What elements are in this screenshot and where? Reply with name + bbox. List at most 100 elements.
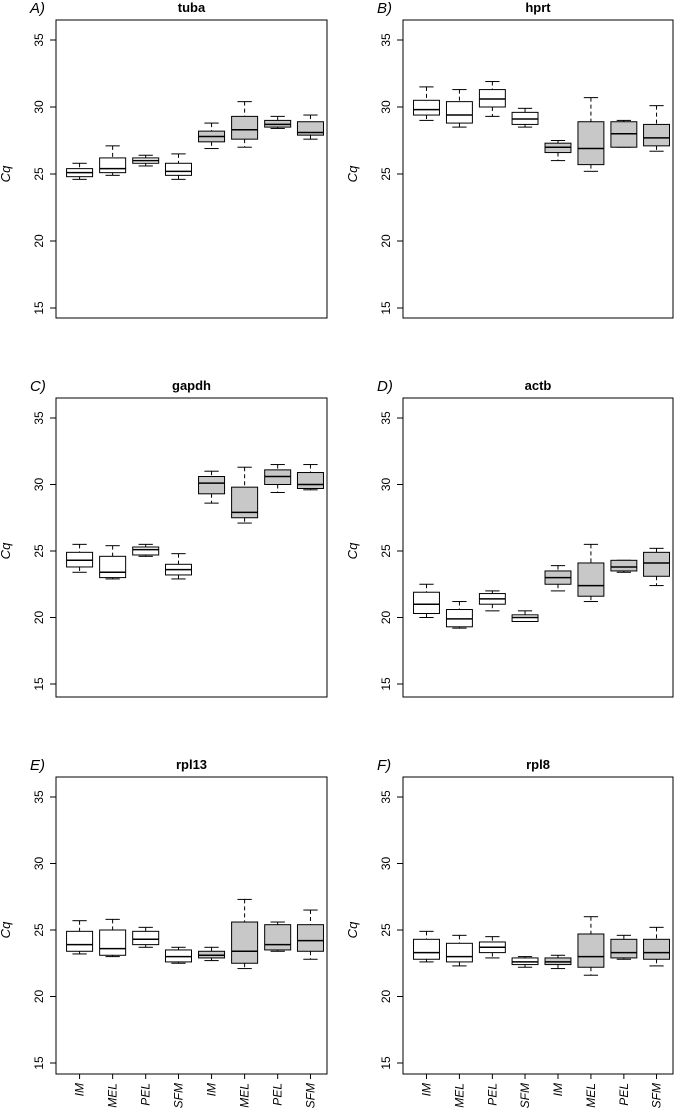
y-tick-label: 15 [379, 301, 393, 315]
x-tick-label: MEL [452, 1083, 466, 1108]
box-SFM [296, 472, 324, 489]
y-tick-label: 35 [379, 411, 393, 425]
x-tick-label: IM [73, 1083, 87, 1096]
box-SFM [643, 123, 670, 147]
y-tick-label: 15 [32, 301, 46, 315]
x-tick-label: SFM [303, 1083, 317, 1108]
panel-label: D) [377, 378, 393, 395]
x-tick-label: IM [419, 1083, 433, 1096]
panel-title: rpl13 [176, 757, 207, 772]
box-PEL [610, 938, 638, 959]
y-tick-label: 25 [379, 167, 393, 181]
x-tick-label: SFM [518, 1083, 532, 1108]
panel-title: hprt [525, 0, 551, 15]
box-SFM [164, 162, 192, 176]
panel-hprt: B) hprt Cq 15 20 25 30 35 [345, 0, 674, 319]
panel-label: A) [29, 0, 45, 17]
box-IM [66, 930, 94, 952]
box-SFM [643, 551, 670, 577]
box-PEL [132, 546, 160, 556]
y-tick-label: 15 [32, 1056, 46, 1070]
x-tick-label: PEL [271, 1083, 285, 1106]
panel-tuba: A) tuba Cq 15 20 25 30 35 [0, 0, 328, 319]
y-tick-label: 20 [32, 234, 46, 248]
y-tick-label: 20 [379, 990, 393, 1004]
y-tick-label: 15 [379, 1056, 393, 1070]
y-tick-label: 35 [32, 411, 46, 425]
panel-label: E) [30, 757, 45, 774]
panel-title: gapdh [172, 378, 211, 393]
x-tick-label: PEL [485, 1083, 499, 1106]
y-tick-label: 25 [379, 544, 393, 558]
x-tick-label: PEL [617, 1083, 631, 1106]
y-tick-label: 30 [32, 857, 46, 871]
plot-frame [402, 397, 674, 698]
box-MEL [577, 121, 605, 166]
y-tick-label: 30 [379, 478, 393, 492]
y-tick-label: 30 [379, 100, 393, 114]
box-PEL [132, 930, 160, 946]
x-tick-label: SFM [171, 1083, 185, 1108]
y-tick-label: 25 [32, 544, 46, 558]
x-tick-label: IM [551, 1083, 565, 1096]
x-tick-label: SFM [650, 1083, 664, 1108]
y-axis-label: Cq [0, 165, 13, 182]
plot-frame [55, 397, 328, 698]
box-MEL [99, 555, 127, 579]
y-tick-label: 25 [32, 167, 46, 181]
x-tick-label: MEL [238, 1083, 252, 1108]
box-SFM [643, 938, 670, 960]
box-MEL [99, 929, 127, 956]
box-SFM [296, 924, 324, 952]
panel-actb: D) actb Cq 15 20 25 30 35 [345, 378, 674, 698]
x-tick-label: IM [205, 1083, 219, 1096]
panel-title: rpl8 [526, 757, 550, 772]
panel-label: C) [30, 378, 46, 395]
y-axis-label: Cq [0, 921, 13, 938]
panel-label: B) [377, 0, 392, 17]
panel-rpl8: F) rpl8 Cq 15 20 25 30 35 IM MEL PEL SFM IM MEL PEL SFM [345, 757, 674, 1108]
box-MEL [577, 933, 605, 968]
box-IM [198, 476, 226, 495]
box-IM [413, 99, 440, 116]
panel-gapdh: C) gapdh Cq 15 20 25 30 35 [0, 378, 328, 698]
y-tick-label: 20 [379, 234, 393, 248]
plot-frame [55, 776, 328, 1075]
y-tick-label: 30 [379, 857, 393, 871]
y-tick-label: 35 [32, 33, 46, 47]
y-tick-label: 30 [32, 100, 46, 114]
y-tick-label: 20 [32, 611, 46, 625]
y-axis-label: Cq [0, 542, 13, 559]
box-IM [413, 591, 440, 615]
box-IM [413, 938, 440, 960]
y-tick-label: 25 [379, 923, 393, 937]
y-axis-label: Cq [345, 165, 360, 182]
x-tick-label: MEL [584, 1083, 598, 1108]
box-PEL [610, 559, 638, 572]
box-MEL [445, 101, 473, 124]
panel-title: actb [525, 378, 552, 393]
panel-title: tuba [178, 0, 206, 15]
plot-frame [402, 19, 674, 319]
box-MEL [231, 921, 259, 964]
box-MEL [231, 115, 259, 140]
box-MEL [99, 157, 127, 174]
x-tick-label: MEL [106, 1083, 120, 1108]
x-tick-label: PEL [139, 1083, 153, 1106]
y-tick-label: 30 [32, 478, 46, 492]
y-axis-label: Cq [345, 542, 360, 559]
y-tick-label: 35 [32, 790, 46, 804]
y-tick-label: 15 [379, 677, 393, 691]
y-tick-label: 35 [379, 33, 393, 47]
box-MEL [577, 562, 605, 597]
plot-frame [402, 776, 674, 1075]
y-tick-label: 20 [379, 611, 393, 625]
y-tick-label: 20 [32, 990, 46, 1004]
box-MEL [445, 942, 473, 963]
panel-rpl13: E) rpl13 Cq 15 20 25 30 35 IM MEL PEL SFM IM MEL PEL SF… [0, 757, 328, 1108]
y-tick-label: 25 [32, 923, 46, 937]
panel-label: F) [377, 757, 391, 774]
plot-frame [55, 19, 328, 319]
